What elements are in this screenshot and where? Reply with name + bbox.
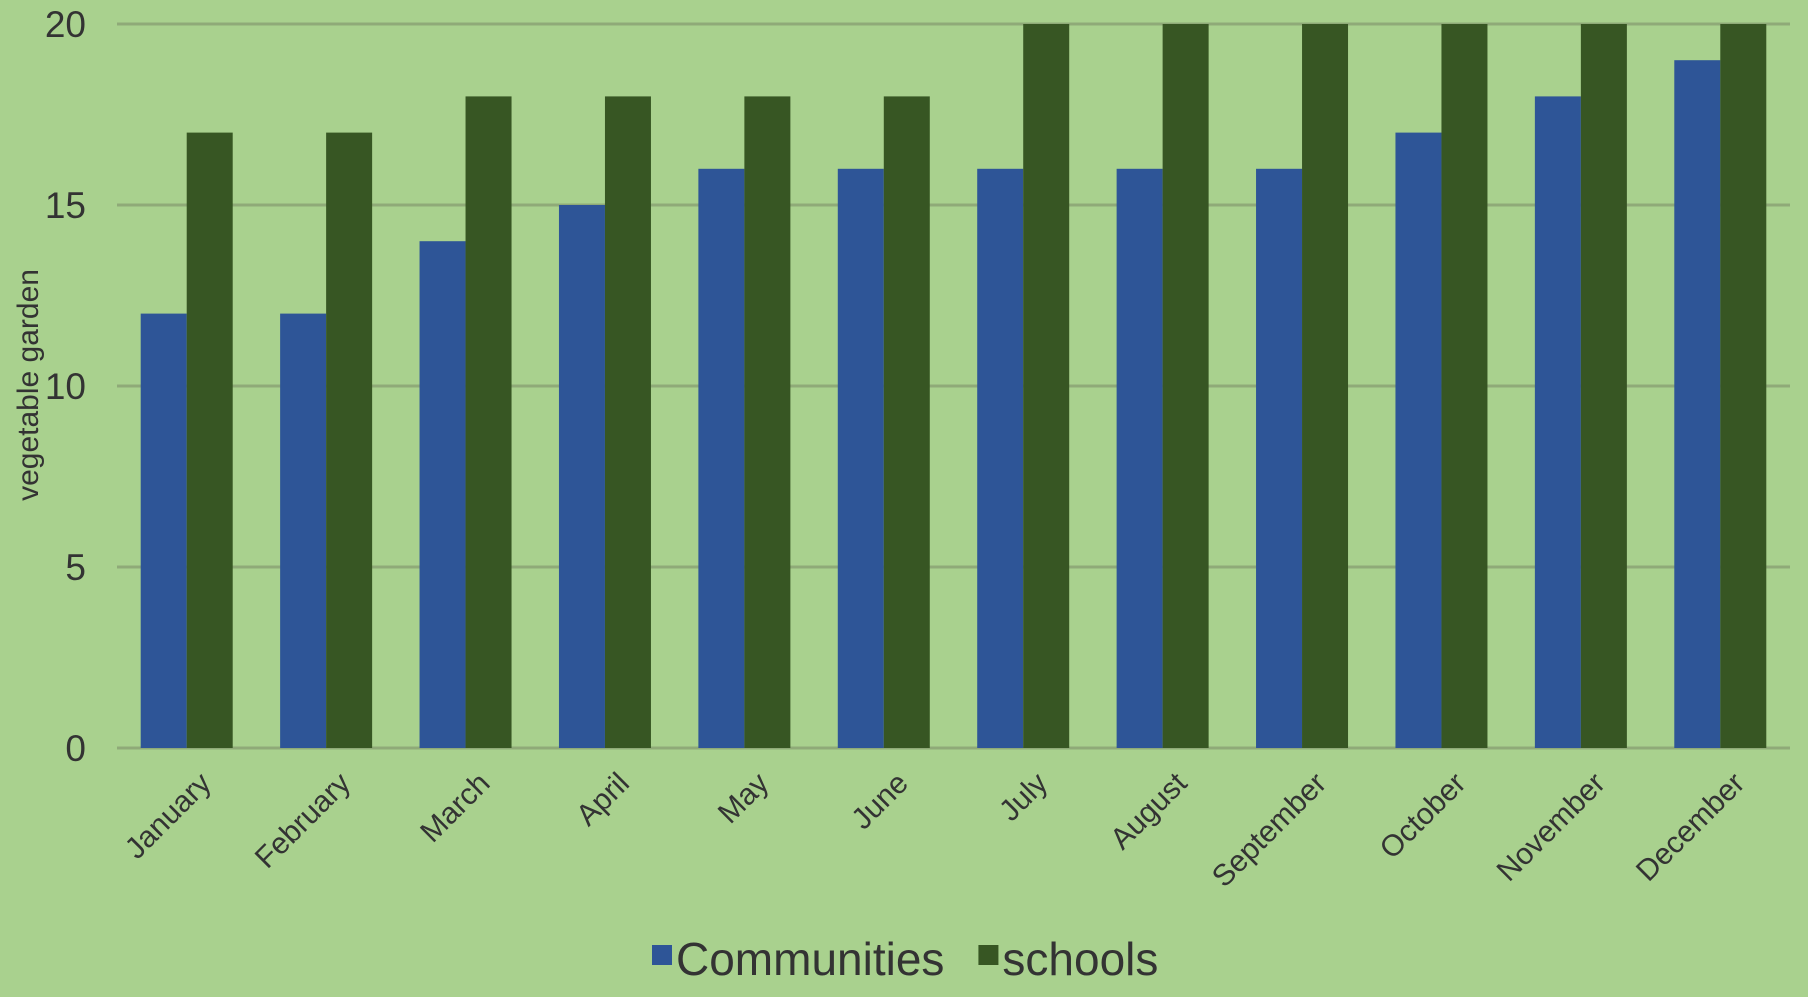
gridlines: [117, 22, 1790, 750]
y-tick-label: 10: [45, 366, 86, 407]
x-tick-label: November: [1491, 767, 1612, 888]
x-tick-label: April: [570, 767, 636, 833]
bar-schools-november: [1580, 24, 1627, 748]
bar-schools-january: [186, 132, 233, 749]
y-axis-title: vegetable garden: [12, 269, 45, 501]
x-tick-label: May: [712, 767, 775, 830]
x-tick-label: February: [249, 767, 357, 875]
bar-schools-october: [1441, 24, 1488, 748]
bar-communities-june: [837, 168, 884, 749]
bar-communities-april: [558, 205, 605, 748]
bar-schools-june: [883, 96, 930, 748]
bar-schools-may: [744, 96, 791, 748]
x-tick-label: June: [845, 767, 914, 836]
y-tick-label: 0: [65, 728, 86, 769]
bar-communities-march: [419, 241, 466, 748]
y-tick-label: 20: [45, 4, 86, 45]
bars: [140, 24, 1767, 749]
x-tick-labels: January February March April May June July Augu…: [119, 766, 1751, 894]
x-tick-label: January: [119, 767, 218, 866]
bar-communities-may: [698, 168, 745, 749]
y-tick-labels: 0 5 10 15 20: [45, 4, 86, 769]
y-tick-label: 15: [45, 185, 86, 226]
x-tick-label: September: [1206, 767, 1333, 894]
bar-communities-october: [1395, 132, 1442, 749]
x-tick-label: December: [1630, 767, 1751, 888]
x-tick-label: July: [993, 767, 1054, 828]
bar-schools-march: [465, 96, 512, 748]
y-tick-label: 5: [65, 547, 86, 588]
legend-label: schools: [1002, 933, 1158, 985]
bar-schools-december: [1720, 24, 1767, 748]
bar-schools-september: [1302, 24, 1349, 748]
x-tick-label: August: [1104, 766, 1194, 856]
bar-schools-july: [1023, 24, 1070, 748]
bar-communities-july: [977, 168, 1024, 749]
bar-communities-september: [1256, 168, 1303, 749]
bar-schools-april: [604, 96, 651, 748]
bar-schools-august: [1162, 24, 1209, 748]
bar-communities-august: [1116, 168, 1163, 749]
legend-swatch: [978, 945, 999, 965]
bar-communities-february: [280, 313, 327, 748]
bar-schools-february: [326, 132, 373, 749]
legend-label: Communities: [676, 933, 944, 985]
bar-communities-november: [1534, 96, 1581, 748]
x-tick-label: March: [414, 767, 496, 849]
bar-communities-december: [1674, 60, 1721, 748]
legend: Communities schools: [652, 933, 1158, 985]
legend-swatch: [652, 945, 672, 965]
x-tick-label: October: [1374, 767, 1473, 866]
bar-communities-january: [140, 313, 187, 748]
